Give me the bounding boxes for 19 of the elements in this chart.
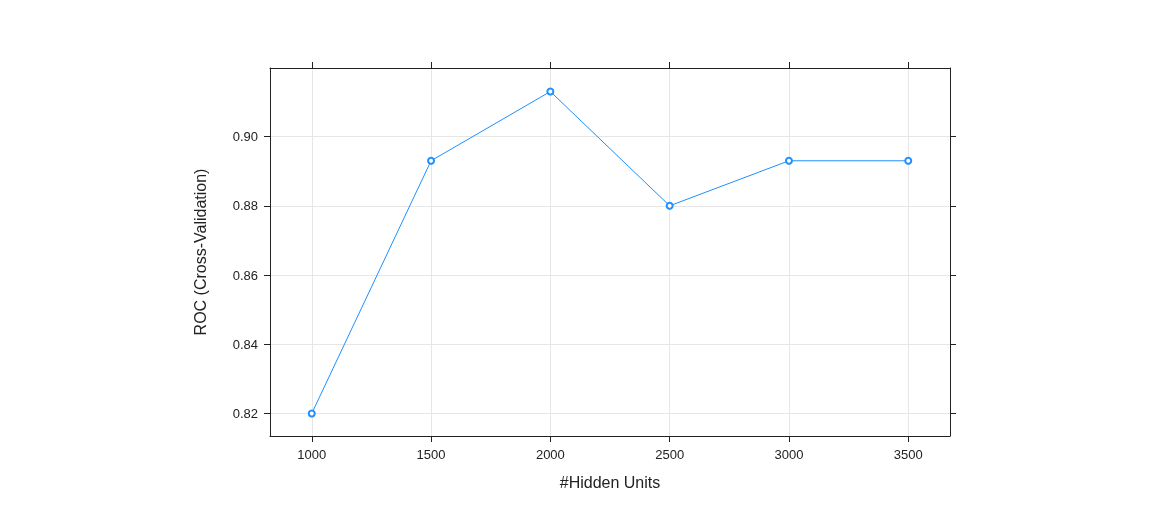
x-axis-title: #Hidden Units — [559, 473, 661, 491]
x-tick-label: 1500 — [416, 447, 446, 462]
point — [307, 409, 316, 418]
x-tick-label: 2500 — [655, 447, 685, 462]
point — [665, 201, 674, 210]
y-tick-label: 0.84 — [232, 336, 258, 352]
x-tick-label: 3000 — [774, 447, 804, 462]
x-tick-label: 1000 — [297, 447, 327, 462]
y-tick-label: 0.90 — [232, 129, 258, 145]
point — [546, 87, 555, 96]
x-tick-label: 2000 — [535, 447, 565, 462]
y-tick-label: 0.82 — [232, 406, 258, 421]
y-tick-label: 0.88 — [232, 198, 258, 214]
y-axis-title: ROC (Cross-Validation) — [191, 168, 209, 336]
y-tick-label: 0.86 — [232, 267, 258, 283]
x-tick-label: 3500 — [893, 447, 923, 462]
point — [784, 156, 793, 165]
point — [427, 156, 436, 165]
point — [904, 156, 913, 165]
